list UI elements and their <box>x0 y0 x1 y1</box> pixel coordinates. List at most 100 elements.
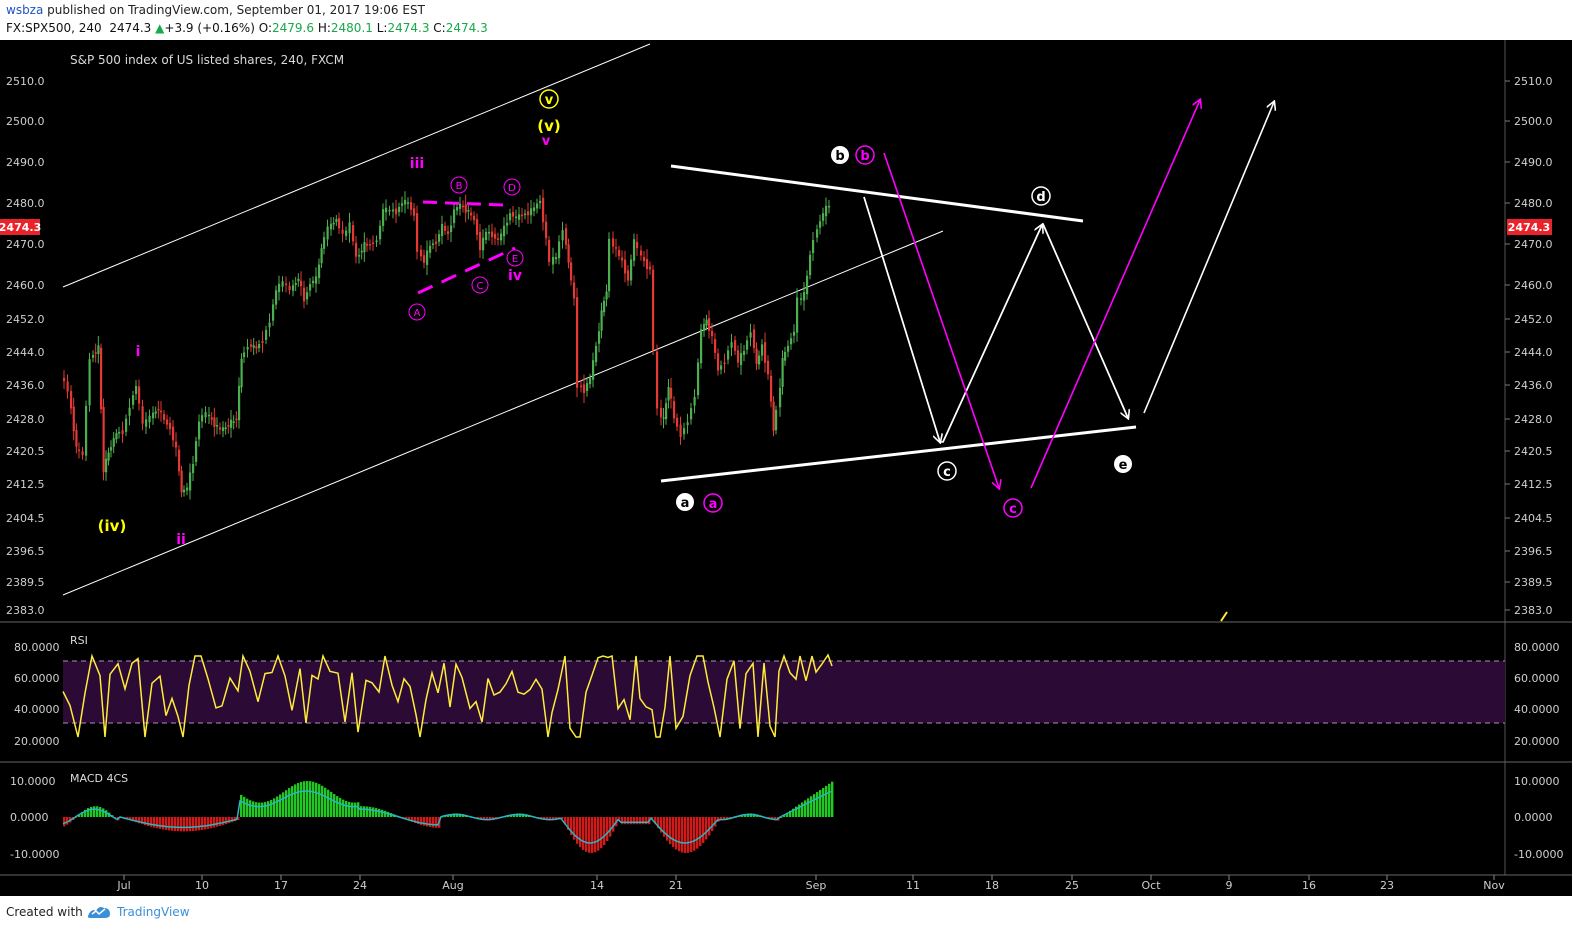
price-candles <box>63 189 831 500</box>
macd-bar <box>789 810 792 817</box>
macd-bar <box>810 796 813 817</box>
candle-body <box>420 249 423 257</box>
price-scale-left[interactable]: 2510.0 2500.0 2490.0 2480.0 2470.0 2460.0 2452… <box>6 75 60 861</box>
tradingview-logo-icon[interactable] <box>86 902 112 922</box>
candle-body <box>265 329 268 341</box>
candle-body <box>775 409 778 431</box>
candle-body <box>148 415 151 423</box>
close-value: 2474.3 <box>445 21 488 35</box>
published-text: published on TradingView.com, September … <box>47 3 425 17</box>
candle-body <box>210 417 213 420</box>
macd-bar <box>285 790 288 817</box>
rsi-tick-left: 20.0000 <box>14 735 60 748</box>
label-A-circle <box>408 303 426 321</box>
candle-body <box>288 285 291 291</box>
high-value: 2480.1 <box>330 21 373 35</box>
time-scale[interactable]: Jul 10 17 24 Aug 14 21 Sep 11 18 25 Oct 9 16 23 Nov <box>116 875 1505 892</box>
macd-bar <box>702 817 705 844</box>
candle-body <box>743 351 746 355</box>
candle-body <box>621 257 624 261</box>
candle-body <box>676 417 679 427</box>
rsi-line <box>62 653 833 738</box>
candle-body <box>132 395 135 405</box>
pattern-lower-dash <box>417 246 516 295</box>
candle-body <box>779 387 782 408</box>
triangle-upper-line[interactable] <box>670 164 1084 223</box>
macd-bar <box>597 817 600 851</box>
label-C: C <box>477 281 484 292</box>
chart-area[interactable]: 2510.0 2500.0 2490.0 2480.0 2470.0 2460.0 2452… <box>0 40 1572 896</box>
price-tick-left: 2396.5 <box>6 545 45 558</box>
label-a-magenta-circle <box>703 493 723 513</box>
candle-body <box>441 223 444 237</box>
candle-body <box>734 340 737 351</box>
candle-body <box>640 250 643 256</box>
candle-body <box>297 278 300 282</box>
macd-bar <box>129 817 132 821</box>
macd-bar <box>249 800 252 817</box>
macd-bar <box>453 813 456 817</box>
macd-bar <box>216 817 219 827</box>
macd-bar <box>231 817 234 823</box>
macd-bar <box>621 817 624 825</box>
candle-body <box>592 360 595 380</box>
time-tick-label: 23 <box>1380 879 1394 892</box>
macd-bar <box>804 800 807 817</box>
candle-body <box>660 407 663 418</box>
candle-body <box>444 225 447 231</box>
candle-body <box>491 231 494 237</box>
candle-body <box>630 259 633 281</box>
macd-bar <box>165 817 168 830</box>
candle-body <box>643 256 646 262</box>
candle-body <box>230 419 233 428</box>
macd-bar <box>591 817 594 853</box>
white-arrow-up-1 <box>942 225 1042 443</box>
macd-bar <box>354 802 357 817</box>
candle-body <box>781 358 784 387</box>
candle-body <box>326 226 329 240</box>
channel-upper-line[interactable] <box>62 43 651 288</box>
rsi-tick-left: 60.0000 <box>14 672 60 685</box>
candle-body <box>281 281 284 287</box>
candle-body <box>646 259 649 269</box>
macd-bar <box>450 813 453 817</box>
chart-canvas[interactable]: 2510.0 2500.0 2490.0 2480.0 2470.0 2460.0 2452… <box>0 40 1572 896</box>
publisher-link[interactable]: wsbza <box>6 3 44 17</box>
candle-body <box>201 415 204 422</box>
candle-body <box>395 208 398 215</box>
macd-bar <box>813 794 816 817</box>
macd-bar <box>579 817 582 848</box>
macd-bar <box>162 817 165 830</box>
candle-body <box>63 377 66 382</box>
macd-bar <box>630 817 633 825</box>
triangle-lower-line[interactable] <box>660 425 1137 483</box>
macd-tick-left: -10.0000 <box>10 848 59 861</box>
candle-body <box>81 451 84 456</box>
candle-body <box>382 209 385 226</box>
candle-body <box>636 241 639 249</box>
candle-body <box>723 362 726 364</box>
macd-bar <box>150 817 153 827</box>
header-bar: wsbza published on TradingView.com, Sept… <box>0 0 1572 40</box>
candle-body <box>812 239 815 254</box>
channel-lower-line[interactable] <box>62 230 944 596</box>
candle-body <box>102 406 105 473</box>
macd-bar <box>375 808 378 817</box>
low-value: 2474.3 <box>387 21 430 35</box>
tradingview-link[interactable]: TradingView <box>117 905 190 919</box>
macd-bar <box>681 817 684 853</box>
price-tick-left: 2460.0 <box>6 279 45 292</box>
macd-bar <box>168 817 171 831</box>
candle-body <box>518 214 521 220</box>
candle-body <box>730 342 733 348</box>
candle-body <box>416 213 419 252</box>
price-tick-right: 2470.0 <box>1514 238 1553 251</box>
price-tick-right: 2500.0 <box>1514 115 1553 128</box>
candle-body <box>195 441 198 462</box>
candle-body <box>573 282 576 299</box>
candle-body <box>816 229 819 238</box>
macd-bar <box>210 817 213 829</box>
candle-body <box>600 310 603 331</box>
price-scale-right[interactable]: 2510.0 2500.0 2490.0 2480.0 2470.0 2460.0 2452… <box>1505 75 1563 861</box>
candle-body <box>341 229 344 234</box>
